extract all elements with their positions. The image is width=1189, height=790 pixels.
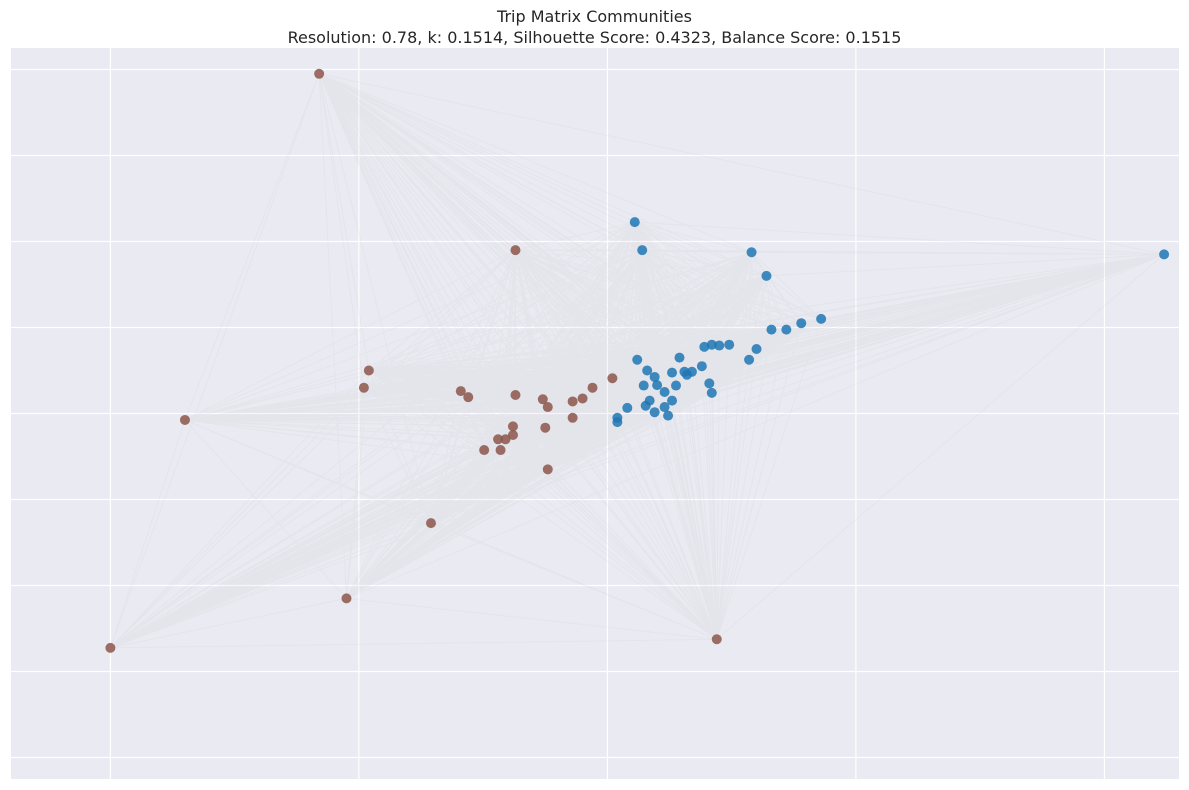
data-point: [622, 402, 633, 413]
data-point: [679, 366, 690, 377]
data-point: [537, 394, 548, 405]
data-point: [463, 392, 474, 403]
data-point: [507, 430, 518, 440]
data-point: [493, 434, 504, 445]
data-point: [540, 422, 551, 433]
data-point: [314, 68, 325, 79]
data-point: [699, 341, 710, 352]
data-point: [796, 318, 807, 329]
data-point: [455, 386, 466, 397]
data-point: [479, 445, 490, 456]
chart-subtitle: Resolution: 0.78, k: 0.1514, Silhouette …: [287, 28, 902, 47]
data-point: [612, 412, 623, 423]
data-point: [652, 380, 663, 391]
data-point: [358, 382, 369, 393]
data-point: [542, 464, 553, 475]
data-point: [607, 373, 618, 384]
data-point: [751, 344, 762, 354]
data-point: [638, 380, 649, 391]
data-point: [587, 382, 598, 393]
data-point: [507, 421, 518, 432]
data-point: [671, 380, 682, 391]
grid-lines: [11, 48, 1179, 779]
chart-title: Trip Matrix Communities: [497, 7, 692, 26]
data-point: [637, 245, 648, 256]
data-point: [659, 402, 670, 413]
data-point: [363, 365, 374, 376]
data-point: [667, 395, 678, 406]
data-point: [667, 367, 678, 378]
data-point: [714, 340, 725, 351]
data-point: [746, 247, 757, 258]
data-point: [567, 396, 578, 407]
chart-title-block: Trip Matrix Communities Resolution: 0.78…: [0, 6, 1189, 48]
data-point: [640, 400, 651, 411]
data-point: [816, 313, 827, 324]
data-point: [629, 217, 640, 228]
data-point: [649, 407, 660, 418]
data-point: [510, 245, 521, 256]
data-point: [642, 365, 653, 376]
data-point: [659, 387, 670, 397]
data-point: [105, 642, 116, 653]
data-point: [766, 324, 777, 335]
data-point: [341, 593, 352, 604]
data-point: [425, 518, 436, 529]
data-point: [495, 445, 506, 456]
data-point: [724, 339, 735, 350]
data-point: [577, 393, 588, 404]
data-point: [781, 324, 792, 335]
data-points: [105, 68, 1170, 653]
data-point: [510, 390, 521, 401]
data-point: [744, 354, 755, 365]
data-point: [704, 378, 715, 389]
data-point: [632, 354, 643, 365]
data-point: [711, 634, 722, 645]
data-point: [706, 387, 717, 398]
data-point: [179, 414, 190, 425]
data-point: [696, 361, 707, 372]
data-point: [674, 352, 685, 363]
data-point: [663, 410, 674, 421]
data-point: [1159, 249, 1170, 260]
data-point: [649, 371, 660, 382]
data-point: [500, 434, 511, 445]
data-point: [567, 412, 578, 423]
data-point: [542, 402, 553, 413]
data-point: [761, 270, 772, 281]
